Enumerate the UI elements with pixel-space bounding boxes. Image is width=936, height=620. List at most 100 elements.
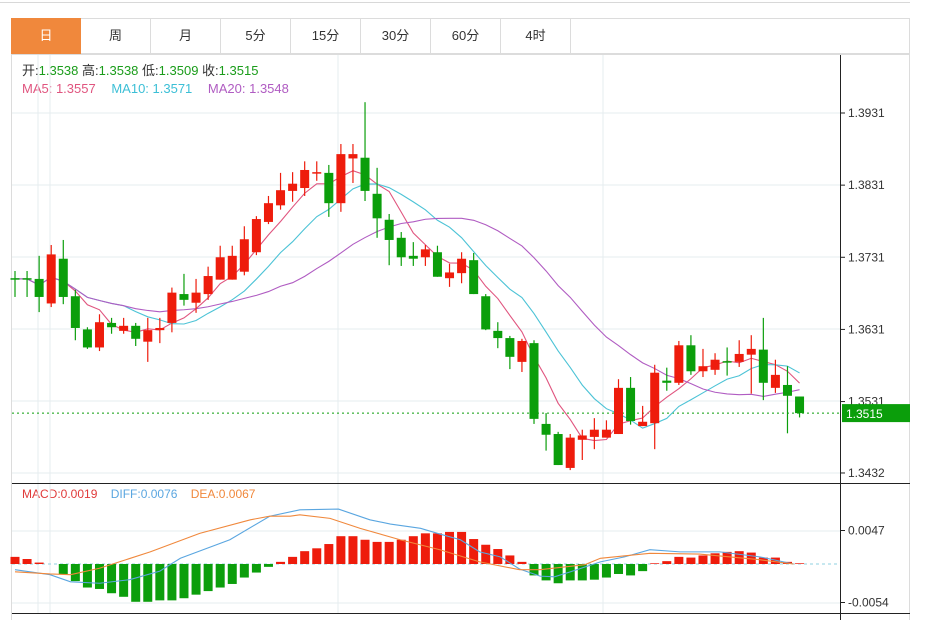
candle [227,245,237,280]
candle [469,252,479,295]
candle [251,216,261,256]
dea-value: 0.0067 [218,487,256,501]
tab-4[interactable]: 15分 [291,18,361,54]
candle-body [300,169,310,189]
price-tick-label: 1.3432 [848,466,885,480]
candle-body [348,154,358,159]
candle-body [82,329,92,348]
candle [384,213,394,266]
candle-body [662,380,672,383]
low-label: 低: [142,63,159,78]
close-value: 1.3515 [218,63,259,78]
candle-body [589,429,599,437]
macd-bar [131,564,141,602]
candle-body [227,255,237,280]
candle [46,245,56,308]
tab-5[interactable]: 30分 [361,18,431,54]
high-value: 1.3538 [98,63,139,78]
candle [698,348,708,378]
candle-body [698,366,708,372]
candle [263,195,273,225]
macd-bar [541,564,551,581]
candle-body [457,258,467,274]
candle [553,431,563,466]
macd-bar [276,561,286,564]
tab-3[interactable]: 5分 [221,18,291,54]
candle-body [517,340,527,362]
macd-bar [215,564,225,588]
macd-bar [601,564,611,578]
candle [179,273,189,306]
macd-bar [191,564,201,595]
macd-bar [457,531,467,564]
candle [276,172,286,210]
tab-1[interactable]: 周 [81,18,151,54]
macd-bar [674,556,684,564]
current-price-badge [842,404,910,423]
price-tick-label: 1.3931 [848,106,885,120]
candle-body [420,249,430,258]
candle-body [324,172,334,204]
candle-body [34,278,44,297]
macd-bar [795,563,805,564]
candle-body [191,292,201,303]
candle [348,144,358,183]
macd-bar [34,562,44,564]
macd-bar [686,557,696,564]
candle-body [10,278,20,280]
price-tick-label: 1.3631 [848,322,885,336]
candle [758,317,768,401]
diff-value: 0.0076 [140,487,178,501]
candle-body [710,359,720,370]
macd-bar [420,533,430,564]
macd-tick-label: 0.0047 [848,523,885,537]
macd-bar [167,564,177,601]
candle [420,245,430,266]
tab-0[interactable]: 日 [11,18,81,54]
candle [686,335,696,375]
candle [143,317,153,362]
macd-legend: MACD:0.0019 DIFF:0.0076 DEA:0.0067 [22,487,255,501]
candle-body [251,219,261,253]
candle [82,327,92,349]
candle-body [734,353,744,362]
macd-bar [517,561,527,564]
candle-body [94,322,104,348]
candle-body [360,157,370,191]
chart-frame [11,18,910,620]
candle-body [638,421,648,427]
candle [445,263,455,287]
macd-bar [372,541,382,564]
candle-body [577,435,587,440]
macd-bar [662,561,672,564]
candle-body [143,330,153,342]
tab-2[interactable]: 月 [151,18,221,54]
candle [215,245,225,280]
candle-body [288,183,298,191]
candle-body [626,387,636,422]
candle-body [529,343,539,419]
candle [372,167,382,238]
candle-body [22,278,32,280]
candle [131,322,141,347]
candle [58,239,68,305]
macd-bar [396,539,406,564]
macd-bar [770,557,780,564]
ohlc-legend: 开:1.3538 高:1.3538 低:1.3509 收:1.3515 MA5:… [22,62,289,98]
macd-bar [589,564,599,580]
candle [626,377,636,425]
macd-bar [614,564,623,574]
candle [239,226,249,276]
candle-body [239,239,249,272]
candle [107,317,117,334]
candle [541,413,551,451]
dea-label: DEA: [190,487,219,501]
candle [155,317,165,344]
candle-body [312,172,322,174]
tab-7[interactable]: 4时 [501,18,571,54]
candle-body [107,322,117,328]
tab-6[interactable]: 60分 [431,18,501,54]
macd-bar [143,564,153,602]
candle [517,338,527,372]
